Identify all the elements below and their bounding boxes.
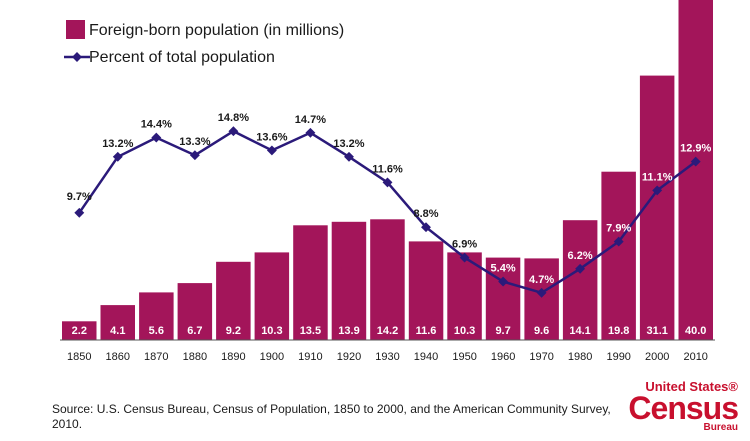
point-1940 xyxy=(421,222,431,233)
legend: Foreign-born population (in millions) Pe… xyxy=(64,20,344,66)
x-tick-1930: 1930 xyxy=(375,351,399,363)
point-label-1980: 6.2% xyxy=(568,250,593,262)
bar-label-2000: 31.1 xyxy=(646,325,667,337)
bar-1970 xyxy=(524,258,559,340)
x-tick-1890: 1890 xyxy=(221,351,245,363)
bar-label-1870: 5.6 xyxy=(149,325,164,337)
x-tick-1860: 1860 xyxy=(106,351,130,363)
point-label-1950: 6.9% xyxy=(452,239,477,251)
bar-label-1910: 13.5 xyxy=(300,325,321,337)
point-1950 xyxy=(459,252,470,263)
bar-label-1890: 9.2 xyxy=(226,325,241,337)
point-label-1860: 13.2% xyxy=(102,138,133,150)
point-1930 xyxy=(382,177,393,188)
point-label-1930: 11.6% xyxy=(372,163,403,175)
x-tick-1990: 1990 xyxy=(606,351,630,363)
point-2010 xyxy=(690,156,701,167)
point-1920 xyxy=(344,151,354,162)
legend-swatch-marker xyxy=(72,52,82,62)
point-label-1900: 13.6% xyxy=(256,131,287,143)
point-1910 xyxy=(305,127,316,138)
point-label-1880: 13.3% xyxy=(179,136,210,148)
point-1850 xyxy=(74,207,85,218)
bar-1990 xyxy=(601,171,636,340)
bar-label-1900: 10.3 xyxy=(261,325,282,337)
point-1870 xyxy=(151,132,162,143)
bar-1910 xyxy=(293,225,328,341)
legend-label-bar: Foreign-born population (in millions) xyxy=(89,22,344,39)
x-tick-1850: 1850 xyxy=(67,351,91,363)
logo-bottom-text: Bureau xyxy=(703,422,738,433)
bar-label-1920: 13.9 xyxy=(338,325,359,337)
point-label-1970: 4.7% xyxy=(529,274,554,286)
point-label-1960: 5.4% xyxy=(491,263,516,275)
x-tick-labels: 1850 1860 1870 1880 1890 1900 1910 1920 1930 1940… xyxy=(67,351,708,363)
x-tick-1900: 1900 xyxy=(260,351,284,363)
bar-label-1990: 19.8 xyxy=(608,325,629,337)
x-tick-1920: 1920 xyxy=(337,351,361,363)
bar-label-2010: 40.0 xyxy=(685,325,706,337)
bar-1860 xyxy=(100,305,135,340)
point-label-2000: 11.1% xyxy=(642,171,673,183)
point-label-1940: 8.8% xyxy=(413,208,438,220)
bar-1920 xyxy=(331,221,367,340)
point-label-1910: 14.7% xyxy=(295,114,326,126)
bar-label-1880: 6.7 xyxy=(187,325,202,337)
legend-swatch-bar xyxy=(66,20,85,39)
bar-label-1860: 4.1 xyxy=(110,325,125,337)
point-1900 xyxy=(266,145,277,156)
x-tick-1910: 1910 xyxy=(298,351,322,363)
x-tick-2000: 2000 xyxy=(645,351,669,363)
x-tick-1960: 1960 xyxy=(491,351,515,363)
bar-1940 xyxy=(408,241,444,340)
bar-1890 xyxy=(216,261,251,340)
point-1970 xyxy=(536,287,547,298)
point-1980 xyxy=(575,263,586,274)
point-label-2010: 12.9% xyxy=(680,143,711,155)
point-label-1920: 13.2% xyxy=(333,138,364,150)
bar-label-1850: 2.2 xyxy=(72,325,87,337)
bar-1850 xyxy=(62,321,97,340)
point-1860 xyxy=(112,151,123,162)
bar-1900 xyxy=(254,252,290,340)
legend-label-line: Percent of total population xyxy=(89,49,275,66)
x-tick-1950: 1950 xyxy=(452,351,476,363)
x-tick-1870: 1870 xyxy=(144,351,168,363)
bar-label-1960: 9.7 xyxy=(495,325,510,337)
bar-1880 xyxy=(177,283,213,341)
bar-1960 xyxy=(485,257,521,340)
bar-label-1940: 11.6 xyxy=(416,325,437,337)
bar-label-1980: 14.1 xyxy=(569,325,590,337)
point-label-1990: 7.9% xyxy=(606,223,631,235)
x-tick-1970: 1970 xyxy=(529,351,553,363)
bar-1870 xyxy=(139,292,174,340)
census-logo: United States® Census Bureau xyxy=(623,379,739,433)
line-series: 9.7% 13.2% 14.4% 13.3% 14.8% 13.6% 14.7% 13.2% 1… xyxy=(67,112,712,298)
x-tick-1980: 1980 xyxy=(568,351,592,363)
point-1960 xyxy=(498,276,509,287)
logo-main-text: Census xyxy=(628,390,739,426)
x-tick-1940: 1940 xyxy=(414,351,438,363)
point-1990 xyxy=(613,236,624,247)
x-tick-2010: 2010 xyxy=(683,351,707,363)
point-label-1870: 14.4% xyxy=(141,119,172,131)
logo-top-text: United States® xyxy=(645,379,738,394)
point-2000 xyxy=(652,185,663,196)
bar-1950 xyxy=(447,252,482,340)
bar-label-1970: 9.6 xyxy=(534,325,549,337)
bar-1980 xyxy=(562,220,598,340)
point-1890 xyxy=(228,126,239,137)
bar-label-1930: 14.2 xyxy=(377,325,398,337)
source-note: Source: U.S. Census Bureau, Census of Po… xyxy=(52,402,611,431)
bar-label-1950: 10.3 xyxy=(454,325,475,337)
bar-1930 xyxy=(370,219,405,340)
x-tick-1880: 1880 xyxy=(183,351,207,363)
point-1880 xyxy=(189,150,200,161)
point-label-1850: 9.7% xyxy=(67,191,92,203)
point-label-1890: 14.8% xyxy=(218,112,249,124)
